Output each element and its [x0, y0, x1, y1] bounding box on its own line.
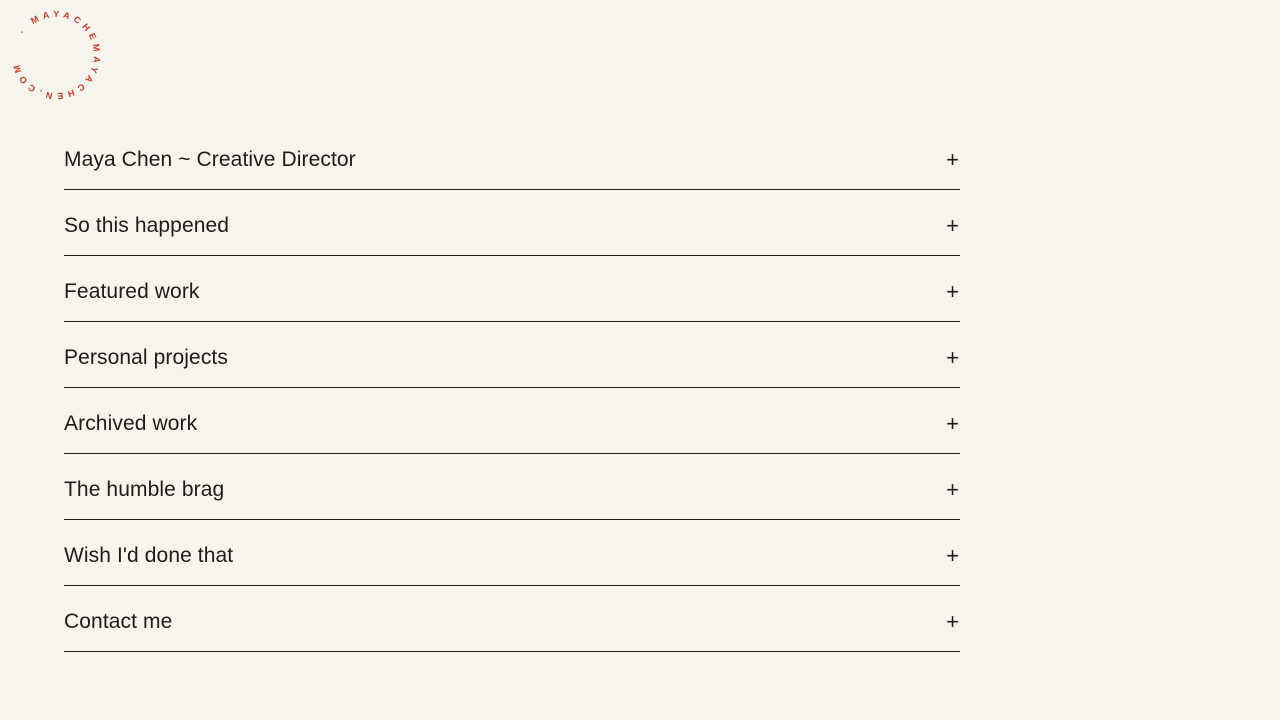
plus-icon[interactable]: +: [946, 477, 959, 502]
logo-circular-text: · MAYACHEMAYACHEN.COM: [0, 0, 120, 119]
plus-icon[interactable]: +: [946, 147, 959, 172]
accordion-item[interactable]: So this happened +: [64, 190, 960, 256]
plus-icon[interactable]: +: [946, 279, 959, 304]
circular-logo-icon: · MAYACHEMAYACHEN.COM: [0, 0, 120, 119]
accordion-item[interactable]: Wish I'd done that +: [64, 520, 960, 586]
plus-icon[interactable]: +: [946, 543, 959, 568]
accordion-item-label: So this happened: [64, 214, 230, 237]
accordion-item-label: Archived work: [64, 412, 198, 435]
svg-text:· MAYACHEMAYACHEN.COM: · MAYACHEMAYACHEN.COM: [0, 0, 120, 119]
plus-icon[interactable]: +: [946, 411, 959, 436]
accordion-item-label: Personal projects: [64, 346, 228, 369]
accordion-item-label: Maya Chen ~ Creative Director: [64, 148, 356, 171]
accordion-item[interactable]: Contact me +: [64, 586, 960, 652]
accordion-item-label: Contact me: [64, 610, 173, 633]
plus-icon[interactable]: +: [946, 609, 959, 634]
accordion-item-label: Featured work: [64, 280, 200, 303]
accordion-menu: Maya Chen ~ Creative Director + So this ha…: [64, 124, 960, 652]
accordion-item-label: Wish I'd done that: [64, 544, 234, 567]
accordion-item[interactable]: Maya Chen ~ Creative Director +: [64, 124, 960, 190]
site-logo[interactable]: · MAYACHEMAYACHEN.COM: [0, 0, 120, 119]
plus-icon[interactable]: +: [946, 213, 959, 238]
plus-icon[interactable]: +: [946, 345, 959, 370]
accordion-item[interactable]: The humble brag +: [64, 454, 960, 520]
accordion-item-label: The humble brag: [64, 478, 225, 501]
accordion-item[interactable]: Featured work +: [64, 256, 960, 322]
accordion-item[interactable]: Archived work +: [64, 388, 960, 454]
accordion-item[interactable]: Personal projects +: [64, 322, 960, 388]
